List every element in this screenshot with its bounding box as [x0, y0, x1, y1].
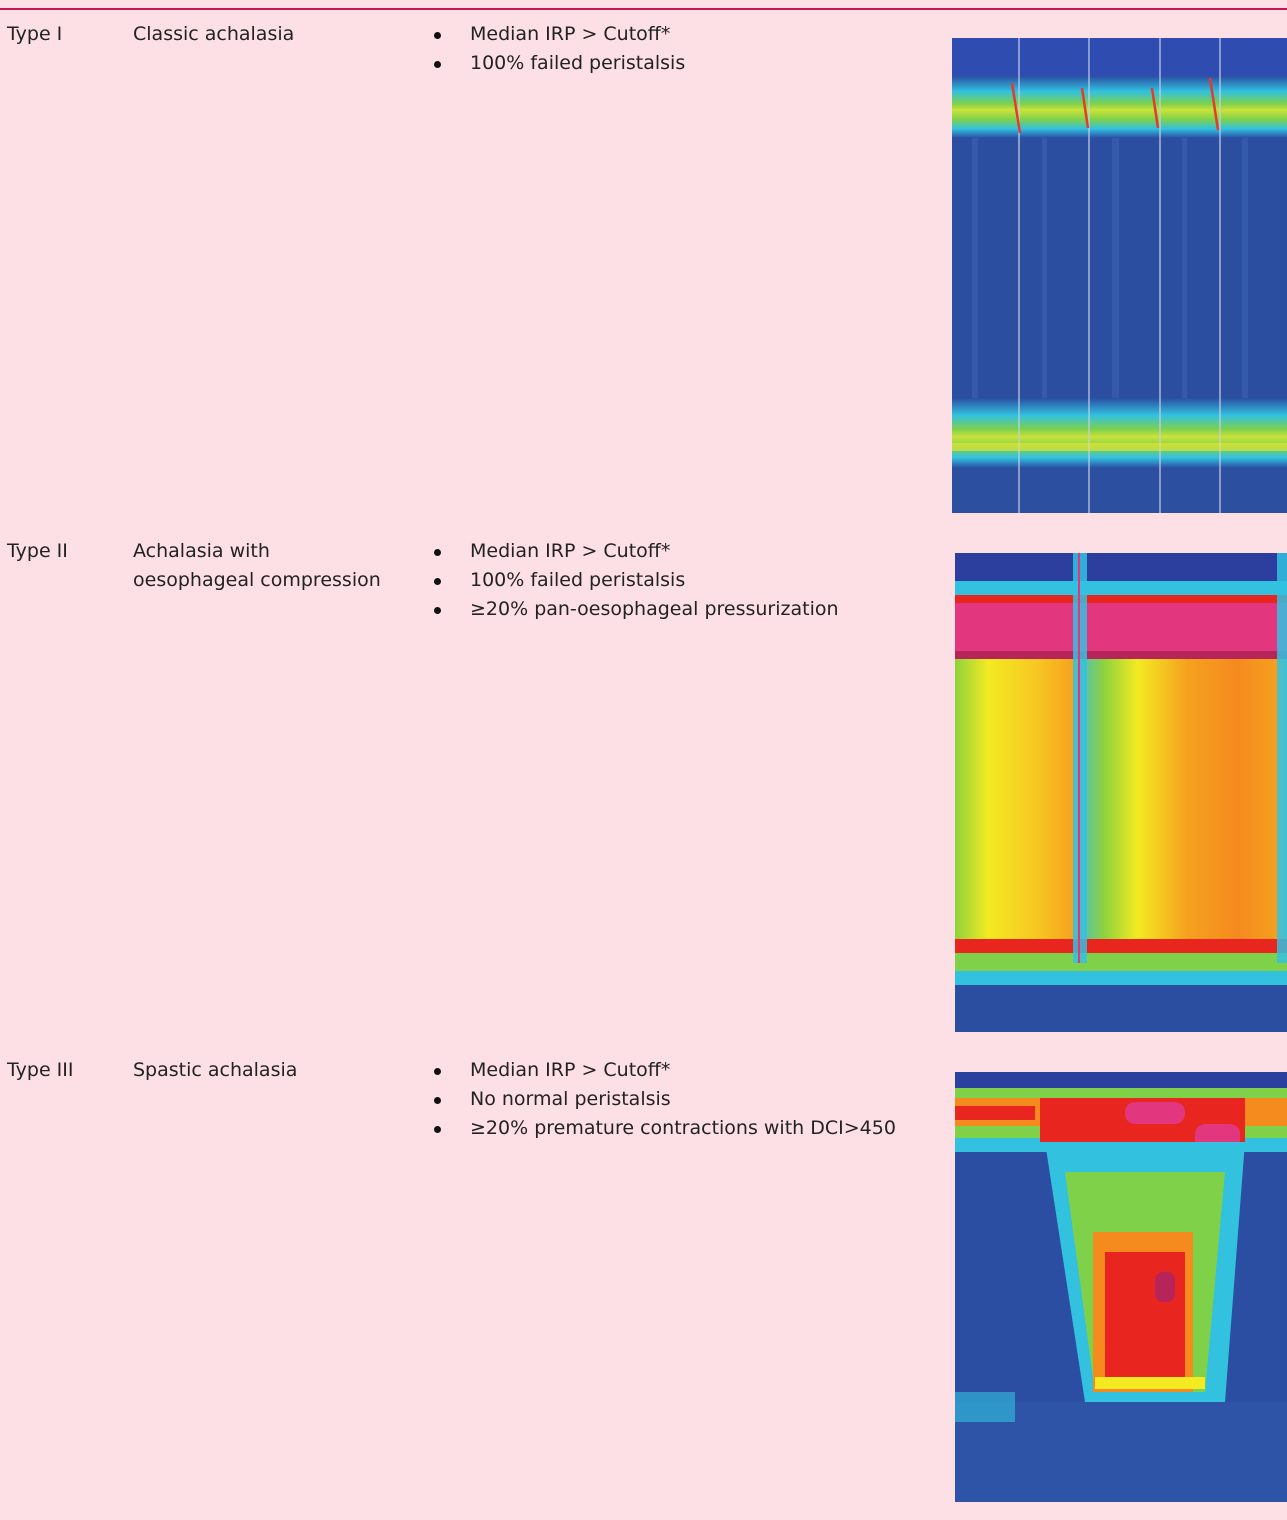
top-rule [0, 8, 1287, 10]
criterion: 100% failed peristalsis [434, 566, 839, 595]
esophageal-pressure-topography-type-1-icon [952, 38, 1287, 513]
achalasia-name: Classic achalasia [133, 20, 413, 49]
esophageal-pressure-topography-type-2-icon [955, 553, 1287, 1032]
criterion: Median IRP > Cutoff* [434, 537, 839, 566]
type-label: Type III [7, 1059, 74, 1081]
achalasia-name: Achalasia with oesophageal compression [133, 537, 413, 595]
name-line: Achalasia with [133, 540, 270, 562]
criteria-list: Median IRP > Cutoff* 100% failed perista… [434, 537, 839, 624]
criterion: Median IRP > Cutoff* [434, 20, 685, 49]
criteria-list: Median IRP > Cutoff* 100% failed perista… [434, 20, 685, 78]
criterion: ≥20% premature contractions with DCI>450 [434, 1114, 896, 1143]
type-label: Type II [7, 540, 68, 562]
criterion: 100% failed peristalsis [434, 49, 685, 78]
name-line: oesophageal compression [133, 569, 381, 591]
criterion: ≥20% pan-oesophageal pressurization [434, 595, 839, 624]
criterion: No normal peristalsis [434, 1085, 896, 1114]
name-line: Spastic achalasia [133, 1059, 298, 1081]
esophageal-pressure-topography-type-3-icon [955, 1072, 1287, 1502]
name-line: Classic achalasia [133, 23, 295, 45]
achalasia-name: Spastic achalasia [133, 1056, 413, 1085]
type-label: Type I [7, 23, 63, 45]
criterion: Median IRP > Cutoff* [434, 1056, 896, 1085]
criteria-list: Median IRP > Cutoff* No normal peristals… [434, 1056, 896, 1143]
